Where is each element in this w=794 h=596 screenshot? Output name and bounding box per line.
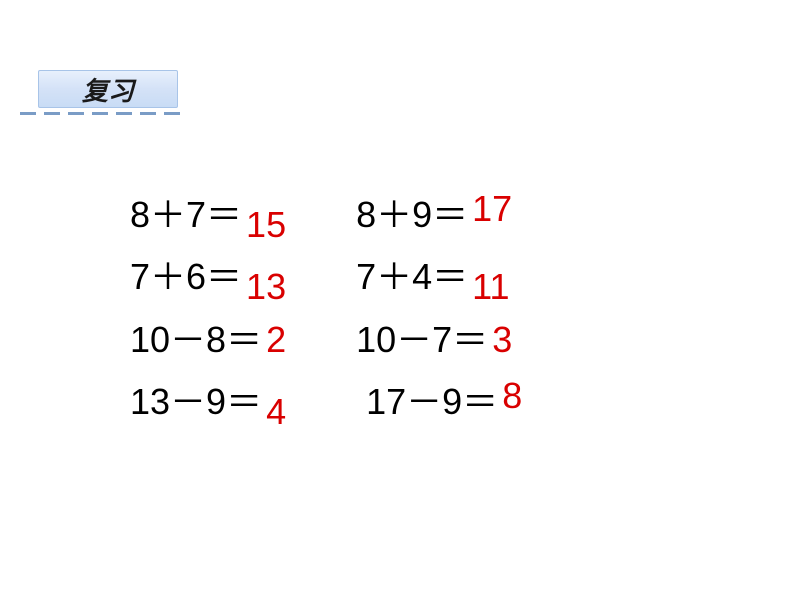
equation-expr: 8＋9＝ [356,190,468,240]
header-title: 复习 [82,71,134,108]
left-column: 8＋7＝ 15 7＋6＝ 13 10－8＝ 2 13－9＝ 4 [130,190,286,428]
equation-row: 17－9＝ 8 [356,377,522,427]
equation-answer: 17 [472,184,512,234]
header-tab: 复习 [38,70,178,108]
equation-expr: 10－7＝ [356,315,488,365]
equation-answer: 8 [502,371,522,421]
equation-row: 8＋7＝ 15 [130,190,286,240]
equation-row: 10－7＝ 3 [356,315,522,365]
equation-answer: 3 [492,315,512,365]
dashed-underline [20,112,185,116]
equations-container: 8＋7＝ 15 7＋6＝ 13 10－8＝ 2 13－9＝ 4 8＋9＝ 17 … [130,190,522,428]
equation-answer: 15 [246,200,286,250]
equation-expr: 10－8＝ [130,315,262,365]
equation-row: 7＋4＝ 11 [356,252,522,302]
equation-expr: 13－9＝ [130,377,262,427]
equation-row: 8＋9＝ 17 [356,190,522,240]
equation-expr: 17－9＝ [356,377,498,427]
equation-answer: 13 [246,262,286,312]
equation-expr: 8＋7＝ [130,190,242,240]
equation-answer: 4 [266,387,286,437]
equation-expr: 7＋4＝ [356,252,468,302]
equation-row: 10－8＝ 2 [130,315,286,365]
equation-answer: 2 [266,315,286,365]
right-column: 8＋9＝ 17 7＋4＝ 11 10－7＝ 3 17－9＝ 8 [356,190,522,428]
equation-row: 7＋6＝ 13 [130,252,286,302]
equation-answer: 11 [472,262,509,312]
equation-expr: 7＋6＝ [130,252,242,302]
equation-row: 13－9＝ 4 [130,377,286,427]
